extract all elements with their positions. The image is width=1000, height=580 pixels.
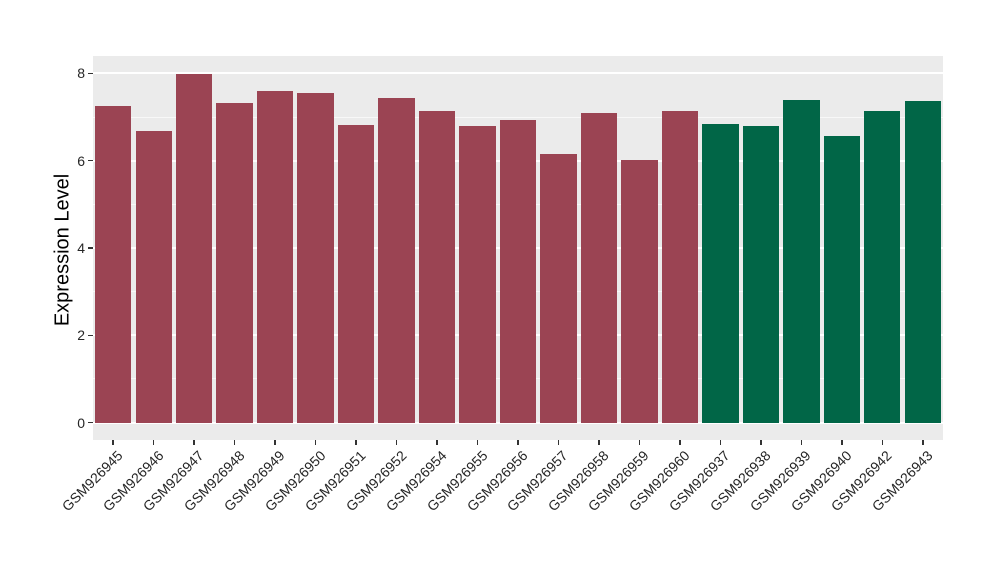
gridline-minor xyxy=(93,116,943,118)
bar-GSM926950 xyxy=(297,92,334,423)
x-tick-mark xyxy=(314,440,317,445)
x-tick-mark xyxy=(679,440,681,445)
y-tick-mark xyxy=(88,421,93,424)
gridline-major xyxy=(93,421,943,424)
x-tick-mark xyxy=(517,440,519,445)
x-tick-mark xyxy=(841,440,843,445)
bar-GSM926938 xyxy=(742,126,780,423)
bar-GSM926951 xyxy=(337,125,375,423)
bar-GSM926937 xyxy=(702,123,739,423)
bar-GSM926942 xyxy=(864,110,901,423)
y-tick-label: 4 xyxy=(77,240,85,256)
y-tick-mark xyxy=(88,247,93,249)
bar-GSM926958 xyxy=(580,112,618,423)
y-tick-mark xyxy=(88,334,93,337)
x-tick-mark xyxy=(274,440,276,445)
bar-GSM926955 xyxy=(459,125,496,423)
x-tick-mark xyxy=(881,440,884,445)
bar-GSM926947 xyxy=(175,74,213,423)
y-tick-label: 8 xyxy=(77,65,85,82)
x-tick-mark xyxy=(800,440,803,445)
bar-GSM926949 xyxy=(256,90,294,423)
bar-GSM926939 xyxy=(783,99,820,423)
bar-GSM926946 xyxy=(135,131,172,423)
y-tick-label: 2 xyxy=(77,327,85,344)
y-tick-mark xyxy=(88,72,93,75)
x-tick-mark xyxy=(598,440,600,445)
x-tick-mark xyxy=(760,440,762,445)
plot-panel xyxy=(93,56,943,440)
x-tick-mark xyxy=(233,440,236,445)
bar-GSM926945 xyxy=(95,106,132,423)
bar-GSM926940 xyxy=(823,136,861,423)
x-tick-mark xyxy=(112,440,114,445)
bar-GSM926959 xyxy=(621,160,658,423)
bar-GSM926954 xyxy=(418,111,456,423)
bar-GSM926952 xyxy=(378,98,415,423)
bar-GSM926956 xyxy=(499,119,537,423)
x-tick-mark xyxy=(638,440,641,445)
bar-GSM926948 xyxy=(216,102,253,423)
x-tick-mark xyxy=(476,440,479,445)
gridline-major xyxy=(93,72,943,75)
x-tick-mark xyxy=(193,440,195,445)
y-tick-mark xyxy=(88,159,93,162)
x-tick-mark xyxy=(719,440,722,445)
x-tick-mark xyxy=(395,440,398,445)
x-tick-mark xyxy=(355,440,357,445)
x-tick-mark xyxy=(436,440,438,445)
bar-GSM926960 xyxy=(661,111,699,423)
x-tick-mark xyxy=(557,440,560,445)
x-tick-mark xyxy=(922,440,924,445)
bar-GSM926957 xyxy=(540,153,577,423)
bar-GSM926943 xyxy=(904,100,941,423)
y-tick-label: 6 xyxy=(77,152,85,169)
x-tick-mark xyxy=(152,440,155,445)
y-tick-label: 0 xyxy=(77,414,85,431)
